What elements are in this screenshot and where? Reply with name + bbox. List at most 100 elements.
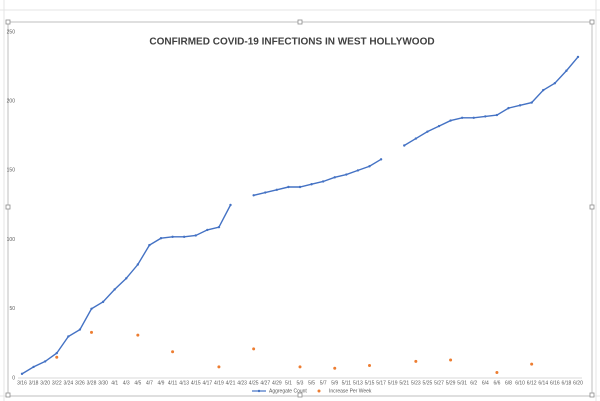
x-tick-label: 5/13: [353, 380, 363, 386]
x-tick-label: 6/4: [482, 380, 489, 386]
line-marker: [368, 165, 371, 168]
line-marker: [90, 307, 93, 310]
line-marker: [345, 173, 348, 176]
legend-label: Increase Per Week: [329, 388, 372, 394]
x-tick-label: 4/9: [158, 380, 165, 386]
line-marker: [379, 158, 383, 161]
y-tick-label: 0: [12, 375, 15, 381]
y-tick-label: 200: [7, 99, 16, 105]
x-tick-label: 5/31: [457, 380, 467, 386]
line-marker: [507, 106, 510, 110]
line-marker: [298, 185, 302, 189]
dot: [530, 362, 534, 366]
line-marker: [333, 176, 336, 179]
x-tick-label: 3/24: [63, 380, 73, 386]
line-marker: [414, 137, 418, 140]
x-tick-label: 6/14: [538, 380, 548, 386]
x-tick-label: 6/10: [515, 380, 525, 386]
x-tick-label: 6/12: [527, 380, 537, 386]
line-marker: [542, 88, 545, 92]
x-tick-label: 5/21: [399, 380, 409, 386]
line-marker: [530, 101, 533, 104]
line-marker: [275, 188, 279, 191]
line-marker: [518, 104, 522, 107]
line-marker: [356, 169, 360, 172]
legend-swatch: [317, 389, 321, 393]
line-marker: [148, 243, 151, 247]
x-tick-label: 3/18: [29, 380, 39, 386]
line-marker: [159, 237, 163, 240]
x-tick-label: 4/25: [249, 380, 259, 386]
dot: [298, 365, 302, 369]
line-marker: [113, 288, 116, 291]
x-tick-label: 6/6: [493, 380, 500, 386]
x-tick-label: 3/30: [98, 380, 108, 386]
line-marker: [287, 185, 290, 189]
x-tick-label: 4/7: [146, 380, 153, 386]
line-marker: [217, 225, 221, 229]
line-marker: [310, 183, 313, 186]
y-tick-label: 50: [9, 306, 15, 312]
x-tick-label: 5/25: [423, 380, 433, 386]
series-line: [403, 56, 579, 147]
chart-area[interactable]: [7, 21, 593, 397]
x-tick-label: 6/18: [562, 380, 572, 386]
line-marker: [194, 234, 197, 237]
line-marker: [43, 360, 47, 363]
line-marker: [55, 351, 58, 355]
x-tick-label: 5/7: [320, 380, 327, 386]
line-marker: [460, 116, 464, 120]
line-marker: [495, 113, 499, 117]
x-tick-label: 4/13: [179, 380, 189, 386]
x-tick-label: 4/5: [134, 380, 141, 386]
x-tick-label: 5/19: [388, 380, 398, 386]
dot: [449, 358, 453, 362]
x-tick-label: 3/22: [52, 380, 62, 386]
line-marker: [20, 372, 24, 376]
x-tick-label: 5/1: [285, 380, 292, 386]
x-tick-label: 5/11: [342, 380, 352, 386]
x-tick-label: 6/2: [470, 380, 477, 386]
dot: [333, 366, 337, 370]
line-marker: [403, 144, 406, 147]
dot: [217, 365, 221, 369]
x-tick-label: 3/26: [75, 380, 85, 386]
x-tick-label: 5/17: [376, 380, 386, 386]
series-line: [253, 158, 382, 196]
x-tick-label: 5/27: [434, 380, 444, 386]
line-marker: [576, 55, 580, 59]
dot: [90, 330, 93, 334]
x-tick-label: 3/20: [40, 380, 50, 386]
x-tick-label: 3/28: [87, 380, 97, 386]
line-marker: [78, 328, 82, 331]
dot: [414, 359, 418, 363]
x-tick-label: 6/8: [505, 380, 512, 386]
x-tick-label: 4/15: [191, 380, 201, 386]
y-tick-label: 150: [7, 168, 16, 174]
x-tick-label: 5/5: [308, 380, 315, 386]
x-tick-label: 5/23: [411, 380, 421, 386]
line-marker: [32, 365, 35, 369]
x-tick-label: 3/16: [17, 380, 27, 386]
x-tick-label: 4/21: [226, 380, 236, 386]
x-tick-label: 4/27: [260, 380, 270, 386]
line-marker: [472, 116, 475, 120]
x-tick-label: 4/11: [168, 380, 178, 386]
line-marker: [264, 191, 267, 194]
line-marker: [437, 124, 441, 128]
selection-handles: [5, 19, 595, 398]
x-tick-label: 4/29: [272, 380, 282, 386]
x-tick-label: 5/15: [365, 380, 375, 386]
x-tick-label: 6/20: [573, 380, 583, 386]
line-marker: [206, 228, 209, 232]
x-tick-label: 5/3: [297, 380, 304, 386]
dot: [136, 333, 140, 337]
chart-title: CONFIRMED COVID-19 INFECTIONS IN WEST HO…: [149, 37, 434, 48]
line-marker: [182, 235, 186, 239]
dot: [495, 370, 499, 374]
line-marker: [484, 115, 487, 118]
line-marker: [565, 69, 568, 72]
dot: [368, 364, 371, 368]
line-marker: [449, 119, 452, 122]
